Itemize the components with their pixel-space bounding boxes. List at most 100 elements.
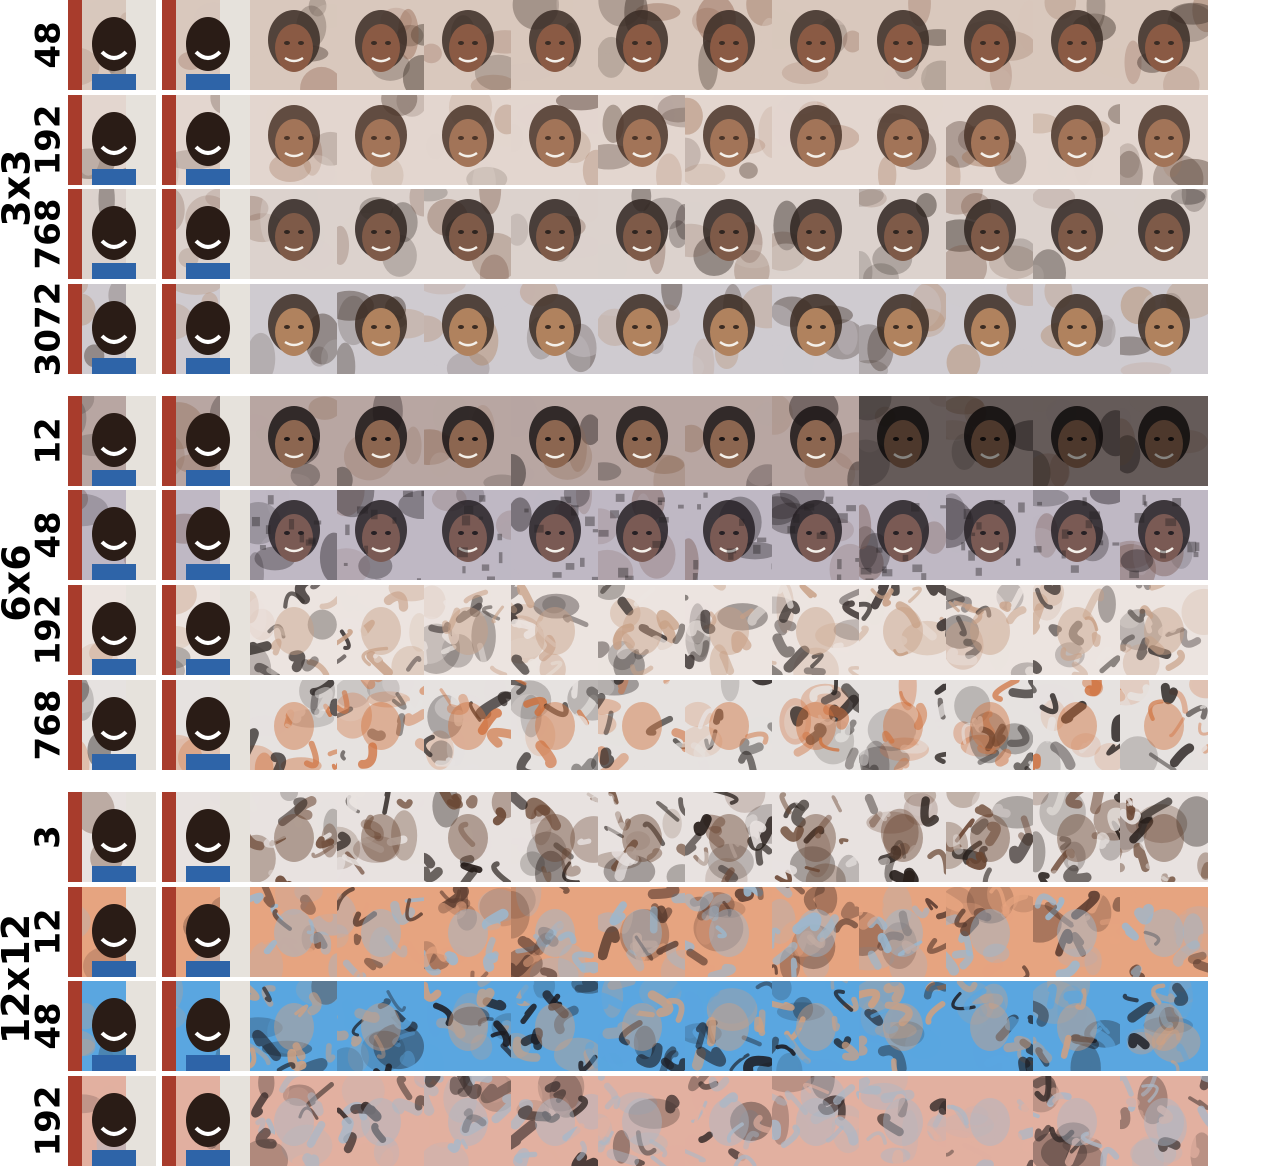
interpolated-image (685, 585, 773, 675)
interpolated-image (859, 585, 947, 675)
interpolated-image (511, 0, 599, 90)
interpolated-image (685, 792, 773, 882)
row-label: 3072 (27, 281, 68, 377)
interpolated-image (598, 585, 686, 675)
row-label: 12 (28, 417, 69, 465)
interpolated-image (946, 95, 1034, 185)
row-label: 192 (27, 1085, 68, 1157)
interpolated-image (1120, 585, 1208, 675)
interpolated-image (424, 95, 512, 185)
interpolated-image (250, 396, 338, 486)
row-label: 12 (28, 908, 69, 956)
interpolated-image (250, 490, 338, 580)
interpolated-image (424, 284, 512, 374)
reference-image (162, 95, 250, 185)
reference-image (162, 680, 250, 770)
row-label: 192 (27, 104, 68, 176)
reference-image (162, 0, 250, 90)
interpolated-image (598, 284, 686, 374)
interpolated-image (1033, 284, 1121, 374)
reference-image (162, 981, 250, 1071)
interpolated-image (511, 490, 599, 580)
interpolated-image (685, 189, 773, 279)
interpolated-image (859, 189, 947, 279)
interpolated-image (598, 396, 686, 486)
interpolated-image (772, 490, 860, 580)
interpolated-image (424, 792, 512, 882)
interpolated-image (598, 981, 686, 1071)
row-label: 3 (27, 825, 68, 849)
interpolated-image (859, 396, 947, 486)
interpolated-image (250, 1076, 338, 1166)
interpolated-image (772, 284, 860, 374)
interpolated-image (511, 585, 599, 675)
interpolated-image (859, 284, 947, 374)
interpolated-image (424, 0, 512, 90)
interpolated-image (511, 284, 599, 374)
reference-image (162, 284, 250, 374)
interpolated-image (685, 95, 773, 185)
interpolated-image (946, 189, 1034, 279)
row-label: 48 (28, 21, 69, 69)
interpolated-image (772, 887, 860, 977)
interpolated-image (424, 981, 512, 1071)
row-label: 768 (27, 689, 68, 761)
interpolated-image (598, 1076, 686, 1166)
interpolated-image (337, 792, 425, 882)
interpolated-image (772, 189, 860, 279)
interpolated-image (511, 981, 599, 1071)
interpolated-image (859, 1076, 947, 1166)
interpolated-image (1033, 189, 1121, 279)
interpolated-image (1120, 95, 1208, 185)
interpolated-image (1120, 680, 1208, 770)
reference-image (68, 1076, 156, 1166)
interpolated-image (1120, 1076, 1208, 1166)
reference-image (162, 189, 250, 279)
row-label: 48 (28, 1002, 69, 1050)
reference-image (68, 680, 156, 770)
interpolated-image (511, 396, 599, 486)
interpolated-image (337, 284, 425, 374)
interpolated-image (250, 680, 338, 770)
interpolated-image (1033, 585, 1121, 675)
interpolated-image (1120, 284, 1208, 374)
reference-image (162, 585, 250, 675)
interpolated-image (946, 887, 1034, 977)
interpolated-image (946, 490, 1034, 580)
reference-image (162, 1076, 250, 1166)
interpolated-image (772, 680, 860, 770)
interpolated-image (1033, 0, 1121, 90)
interpolated-image (337, 887, 425, 977)
interpolated-image (685, 981, 773, 1071)
interpolated-image (337, 0, 425, 90)
interpolated-image (685, 284, 773, 374)
reference-image (162, 396, 250, 486)
interpolated-image (859, 792, 947, 882)
interpolated-image (424, 189, 512, 279)
reference-image (68, 887, 156, 977)
interpolated-image (1120, 396, 1208, 486)
interpolated-image (598, 95, 686, 185)
interpolated-image (685, 680, 773, 770)
interpolated-image (1120, 0, 1208, 90)
interpolated-image (598, 189, 686, 279)
interpolated-image (337, 585, 425, 675)
interpolated-image (1120, 792, 1208, 882)
interpolated-image (685, 0, 773, 90)
interpolated-image (946, 680, 1034, 770)
reference-image (68, 189, 156, 279)
interpolated-image (859, 680, 947, 770)
interpolated-image (772, 585, 860, 675)
interpolated-image (598, 680, 686, 770)
interpolated-image (511, 680, 599, 770)
interpolated-image (946, 1076, 1034, 1166)
interpolated-image (685, 1076, 773, 1166)
interpolated-image (946, 981, 1034, 1071)
reference-image (68, 792, 156, 882)
interpolated-image (772, 1076, 860, 1166)
interpolated-image (1033, 95, 1121, 185)
interpolated-image (772, 95, 860, 185)
interpolated-image (946, 585, 1034, 675)
interpolated-image (859, 95, 947, 185)
